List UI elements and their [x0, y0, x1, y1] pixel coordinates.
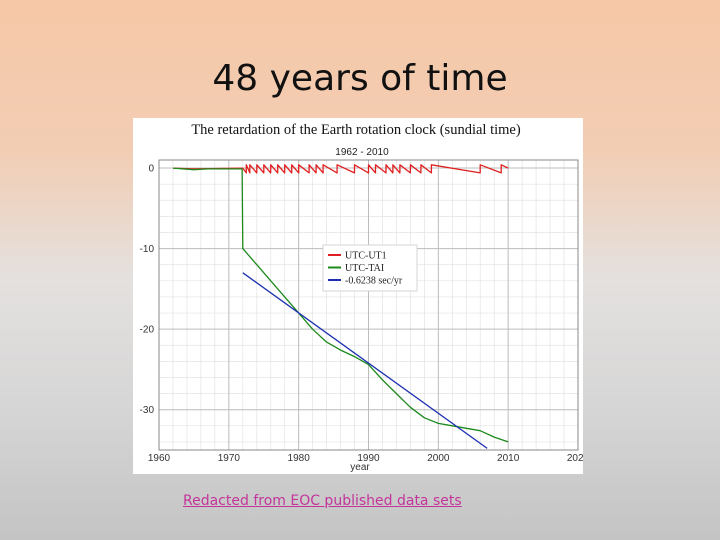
legend-label: -0.6238 sec/yr	[345, 276, 403, 287]
legend-label: UTC-TAI	[345, 263, 384, 274]
x-tick-label: 1980	[288, 453, 311, 464]
y-tick-label: -10	[140, 244, 155, 255]
y-tick-label: -30	[140, 405, 155, 416]
series-line-1	[172, 167, 509, 443]
x-tick-label: 1990	[357, 453, 380, 464]
y-tick-label: 0	[148, 164, 154, 175]
chart-title: The retardation of the Earth rotation cl…	[191, 122, 521, 138]
y-tick-label: -20	[140, 325, 155, 336]
series-line-0	[172, 164, 509, 174]
plot-border	[158, 159, 579, 451]
x-axis-label: year	[350, 462, 370, 473]
slide-title: 48 years of time	[212, 58, 508, 99]
chart-subtitle: 1962 - 2010	[335, 147, 389, 158]
major-grid	[158, 160, 579, 450]
legend-label: UTC-UT1	[345, 251, 387, 262]
source-link[interactable]: Redacted from EOC published data sets	[183, 493, 462, 509]
series-layer	[172, 164, 509, 449]
series-line-2	[242, 272, 488, 449]
x-tick-label: 2000	[427, 453, 450, 464]
x-tick-label: 2010	[497, 453, 520, 464]
x-tick-label: 1970	[218, 453, 241, 464]
x-tick-label: 1960	[148, 453, 171, 464]
